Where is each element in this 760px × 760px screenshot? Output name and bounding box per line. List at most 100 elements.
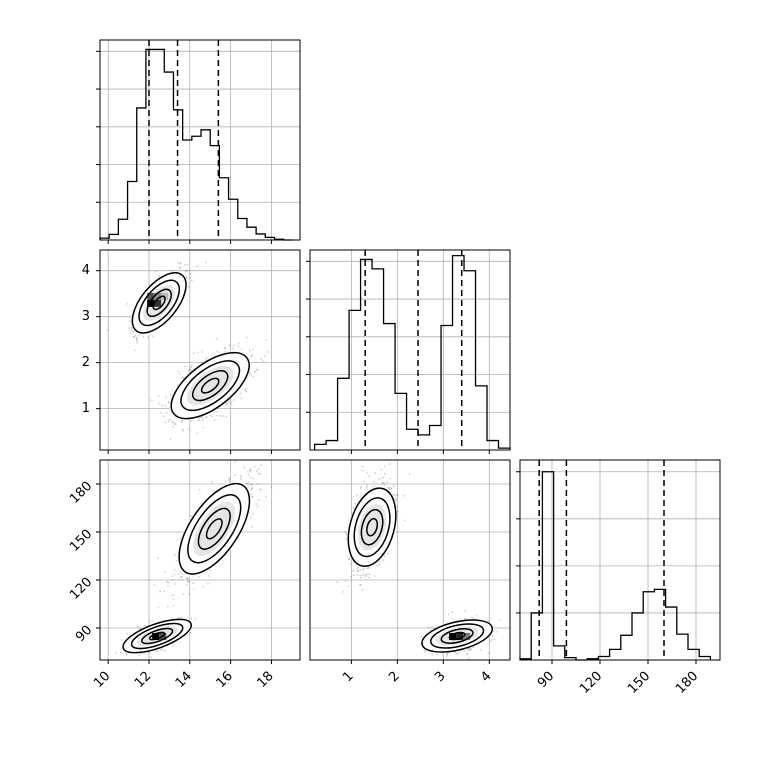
scatter-point: [134, 334, 137, 336]
scatter-point: [172, 421, 175, 423]
scatter-point: [383, 484, 386, 486]
tick-label: 4: [82, 263, 90, 278]
scatter-point: [185, 269, 188, 272]
scatter-point: [270, 486, 273, 489]
scatter-point: [194, 617, 197, 620]
scatter-point: [126, 632, 129, 635]
panel-frame: [99, 39, 301, 241]
contour: [200, 377, 220, 394]
scatter-point: [190, 364, 193, 367]
contour: [131, 272, 187, 334]
scatter-point: [139, 627, 142, 630]
scatter-point: [142, 335, 145, 338]
scatter-point: [171, 578, 174, 581]
scatter-point: [246, 336, 249, 339]
z-axis-bottom-ticks: 90 120 150 180: [535, 660, 701, 697]
scatter-point: [159, 648, 162, 651]
scatter-point: [259, 488, 262, 491]
scatter-point: [366, 573, 369, 576]
scatter-point: [383, 555, 386, 558]
scatter-point: [165, 412, 168, 414]
scatter-point: [378, 564, 381, 566]
scatter-point: [250, 373, 252, 376]
scatter-point: [496, 630, 499, 633]
tick-label: 3: [432, 669, 448, 685]
scatter-point: [150, 399, 153, 402]
scatter-point: [240, 348, 243, 351]
scatter-point: [128, 327, 131, 329]
panel-corner-y-z: [309, 459, 511, 661]
scatter-point: [181, 419, 184, 422]
scatter-point: [490, 638, 493, 641]
scatter-point: [255, 503, 258, 505]
scatter-point: [173, 574, 176, 576]
panel-hist-z: [519, 459, 721, 661]
scatter-point: [172, 425, 174, 428]
scatter-point: [143, 624, 146, 627]
scatter-point: [228, 344, 231, 346]
scatter-point: [167, 584, 169, 587]
scatter-point: [365, 486, 368, 488]
scatter-point: [137, 625, 139, 628]
scatter-point: [172, 604, 175, 607]
scatter-point: [147, 336, 149, 339]
scatter-point: [251, 487, 253, 490]
scatter-point: [196, 265, 198, 267]
scatter-point: [185, 270, 187, 273]
scatter-point: [196, 432, 199, 435]
scatter-point: [361, 465, 364, 468]
scatter-point: [177, 370, 179, 373]
scatter-point: [165, 396, 167, 398]
tick-label: 120: [67, 575, 95, 603]
scatter-point: [245, 482, 247, 485]
scatter-point: [132, 335, 135, 338]
scatter-point: [471, 616, 473, 619]
scatter-point: [363, 480, 366, 483]
scatter-point: [164, 405, 167, 407]
scatter-point: [382, 481, 385, 484]
scatter-point: [169, 438, 172, 440]
scatter-point: [174, 423, 177, 426]
scatter-point: [114, 652, 117, 654]
scatter-point: [249, 483, 252, 486]
scatter-point: [197, 419, 200, 422]
scatter-point: [361, 588, 364, 591]
scatter-point: [356, 570, 359, 572]
scatter-point: [260, 489, 262, 491]
density-fill: [186, 365, 234, 406]
scatter-point: [137, 334, 140, 337]
scatter-point: [216, 414, 218, 417]
scatter-point: [352, 569, 355, 572]
scatter-point: [374, 472, 377, 474]
scatter-point: [373, 575, 376, 577]
x-axis-ticks: 10 12 14 16 18: [91, 50, 520, 691]
scatter-point: [352, 574, 355, 576]
scatter-point: [228, 477, 231, 480]
scatter-point: [169, 393, 172, 396]
scatter-point: [190, 369, 192, 372]
scatter-point: [205, 359, 207, 361]
scatter-point: [186, 581, 189, 583]
scatter-point: [359, 574, 362, 577]
scatter-point: [190, 617, 193, 620]
scatter-point: [359, 568, 362, 571]
scatter-point: [487, 652, 490, 654]
contour: [152, 295, 166, 311]
scatter-point: [163, 590, 166, 592]
scatter-point: [198, 576, 200, 578]
scatter-point: [253, 465, 256, 468]
scatter-point: [228, 479, 231, 482]
tick-label: 180: [67, 479, 95, 507]
scatter-point: [171, 616, 174, 619]
scatter-point: [464, 609, 466, 612]
scatter-point: [177, 616, 180, 619]
scatter-point: [365, 471, 368, 474]
tick-label: 16: [214, 669, 236, 691]
scatter-point: [173, 568, 176, 571]
scatter-point: [489, 640, 491, 642]
scatter-point: [198, 488, 201, 491]
scatter-point: [135, 338, 138, 341]
scatter-point: [446, 652, 449, 655]
scatter-point: [161, 649, 164, 652]
scatter-point: [451, 611, 454, 614]
